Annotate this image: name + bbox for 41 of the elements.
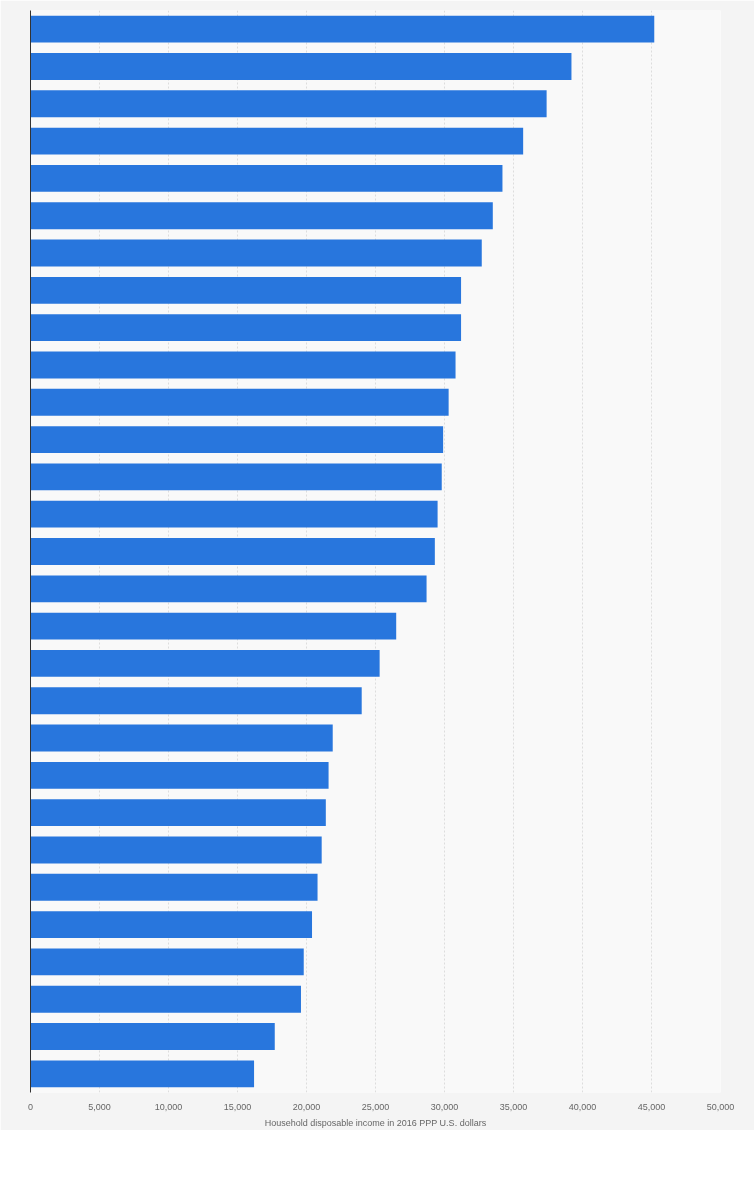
bar [30, 799, 326, 827]
bar [30, 985, 301, 1013]
x-tick-label: 35,000 [499, 1101, 528, 1112]
bar [30, 276, 462, 304]
bar [30, 761, 329, 789]
bar [30, 612, 397, 640]
x-tick-label: 5,000 [88, 1101, 111, 1112]
x-axis-title: Household disposable income in 2016 PPP U.S. dollars [264, 1117, 487, 1128]
bar [30, 724, 333, 752]
x-tick-label: 45,000 [637, 1101, 666, 1112]
bar [30, 202, 493, 230]
bar [30, 1023, 275, 1050]
bar [30, 687, 362, 715]
bar [30, 388, 449, 416]
bar [30, 575, 427, 603]
bar [30, 500, 438, 528]
x-tick-label: 50,000 [706, 1101, 735, 1112]
bar [30, 426, 444, 453]
bar [30, 351, 456, 379]
bar [30, 53, 572, 80]
bar [30, 911, 313, 939]
bar [30, 314, 462, 342]
bar [30, 15, 655, 43]
x-tick-label: 20,000 [292, 1101, 321, 1112]
bar [30, 948, 304, 976]
bar [30, 1060, 255, 1088]
bar [30, 650, 380, 677]
x-tick-label: 40,000 [568, 1101, 597, 1112]
x-tick-label: 25,000 [361, 1101, 390, 1112]
x-tick-label: 10,000 [154, 1101, 183, 1112]
bar [30, 239, 482, 267]
x-tick-label: 15,000 [223, 1101, 252, 1112]
bar [30, 836, 322, 864]
bar [30, 463, 442, 491]
bar [30, 164, 503, 192]
bar [30, 90, 547, 118]
x-tick-label: 30,000 [430, 1101, 459, 1112]
bar [30, 538, 435, 565]
bar [30, 873, 318, 901]
x-tick-label: 0 [28, 1101, 34, 1112]
bar [30, 127, 524, 155]
